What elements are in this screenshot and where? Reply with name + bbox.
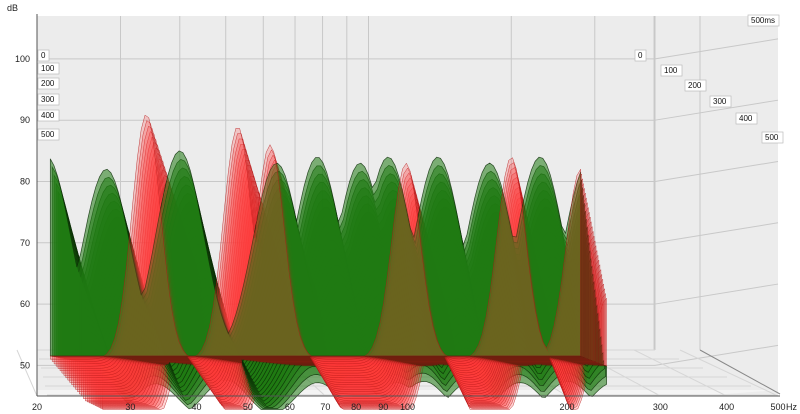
time-label-left-text: 300: [41, 95, 55, 104]
time-label-right-text: 0: [638, 51, 643, 60]
y-tick-label: 70: [20, 238, 30, 248]
time-label-left-text: 400: [41, 111, 55, 120]
y-tick-label: 60: [20, 299, 30, 309]
time-label-right: 400: [735, 112, 758, 125]
grid-line-y-depth: [654, 160, 779, 182]
time-label-left-box: [37, 128, 60, 141]
time-label-left-text: 100: [41, 64, 55, 73]
time-label-left-box: [37, 93, 60, 106]
time-label-right: 300: [709, 95, 732, 108]
time-label-right-box: [761, 131, 784, 144]
decay-slice: [49, 150, 582, 357]
grid-line-y-depth: [654, 344, 779, 366]
y-axis-label: dB: [7, 3, 18, 13]
floor-line: [16, 349, 38, 397]
grid-line-y-depth: [654, 99, 779, 121]
depth-axis-line: [699, 349, 781, 395]
time-label-right-text: 100: [664, 66, 678, 75]
x-tick-label: 200: [560, 402, 575, 412]
x-tick-label: 80: [351, 402, 361, 412]
y-tick-label: 80: [20, 176, 30, 186]
time-label-left-box: [37, 109, 60, 122]
x-tick-label: 20: [32, 402, 42, 412]
time-label-left-box: [37, 77, 60, 90]
time-axis-label: 500ms: [747, 14, 780, 27]
x-tick-label: 400: [719, 402, 734, 412]
x-tick-label: 40: [192, 402, 202, 412]
time-label-left-text: 0: [41, 51, 46, 60]
time-label-right-text: 200: [688, 81, 702, 90]
x-tick-label: 100: [400, 402, 415, 412]
waterfall-slices: [49, 114, 607, 410]
y-tick-label: 100: [15, 54, 30, 64]
y-tick-label: 50: [20, 360, 30, 370]
time-label-left: 100: [37, 62, 60, 75]
y-tick-label: 90: [20, 115, 30, 125]
grid-line-y-depth: [654, 38, 779, 60]
chart-axes: 50 60 70 80 90 100 20 30 40 50 60 70 80 90 100 200 300 40…: [15, 14, 786, 412]
time-label-left-box: [37, 49, 50, 62]
x-tick-label: 500: [770, 402, 785, 412]
time-axis-label-box: [747, 14, 780, 27]
time-label-left: 400: [37, 109, 60, 122]
time-label-right: 0: [634, 49, 647, 62]
grid-line-y-depth: [654, 283, 779, 305]
time-label-left: 200: [37, 77, 60, 90]
x-tick-label: 90: [378, 402, 388, 412]
floor-line: [679, 349, 779, 397]
time-label-right: 100: [660, 64, 683, 77]
time-label-right: 200: [684, 79, 707, 92]
floor-line: [633, 349, 727, 397]
resonance-slice: [50, 114, 581, 360]
grid-line-y-depth: [654, 222, 779, 244]
time-label-left: 300: [37, 93, 60, 106]
time-label-right-box: [634, 49, 647, 62]
time-label-right-text: 400: [739, 114, 753, 123]
x-tick-label: 70: [320, 402, 330, 412]
time-label-right-box: [660, 64, 683, 77]
x-axis-unit: Hz: [786, 402, 797, 412]
x-tick-label: 30: [125, 402, 135, 412]
time-label-right-box: [684, 79, 707, 92]
time-label-right-text: 300: [713, 97, 727, 106]
time-label-left: 0: [37, 49, 50, 62]
time-label-left-text: 500: [41, 130, 55, 139]
x-tick-label: 60: [285, 402, 295, 412]
time-label-right-box: [735, 112, 758, 125]
time-label-right-text: 500: [765, 133, 779, 142]
time-label-right: 500: [761, 131, 784, 144]
time-label-left-text: 200: [41, 79, 55, 88]
time-label-left: 500: [37, 128, 60, 141]
x-tick-label: 300: [653, 402, 668, 412]
x-tick-label: 50: [243, 402, 253, 412]
time-label-left-box: [37, 62, 60, 75]
time-axis-label-text: 500ms: [751, 16, 775, 25]
time-label-right-box: [709, 95, 732, 108]
